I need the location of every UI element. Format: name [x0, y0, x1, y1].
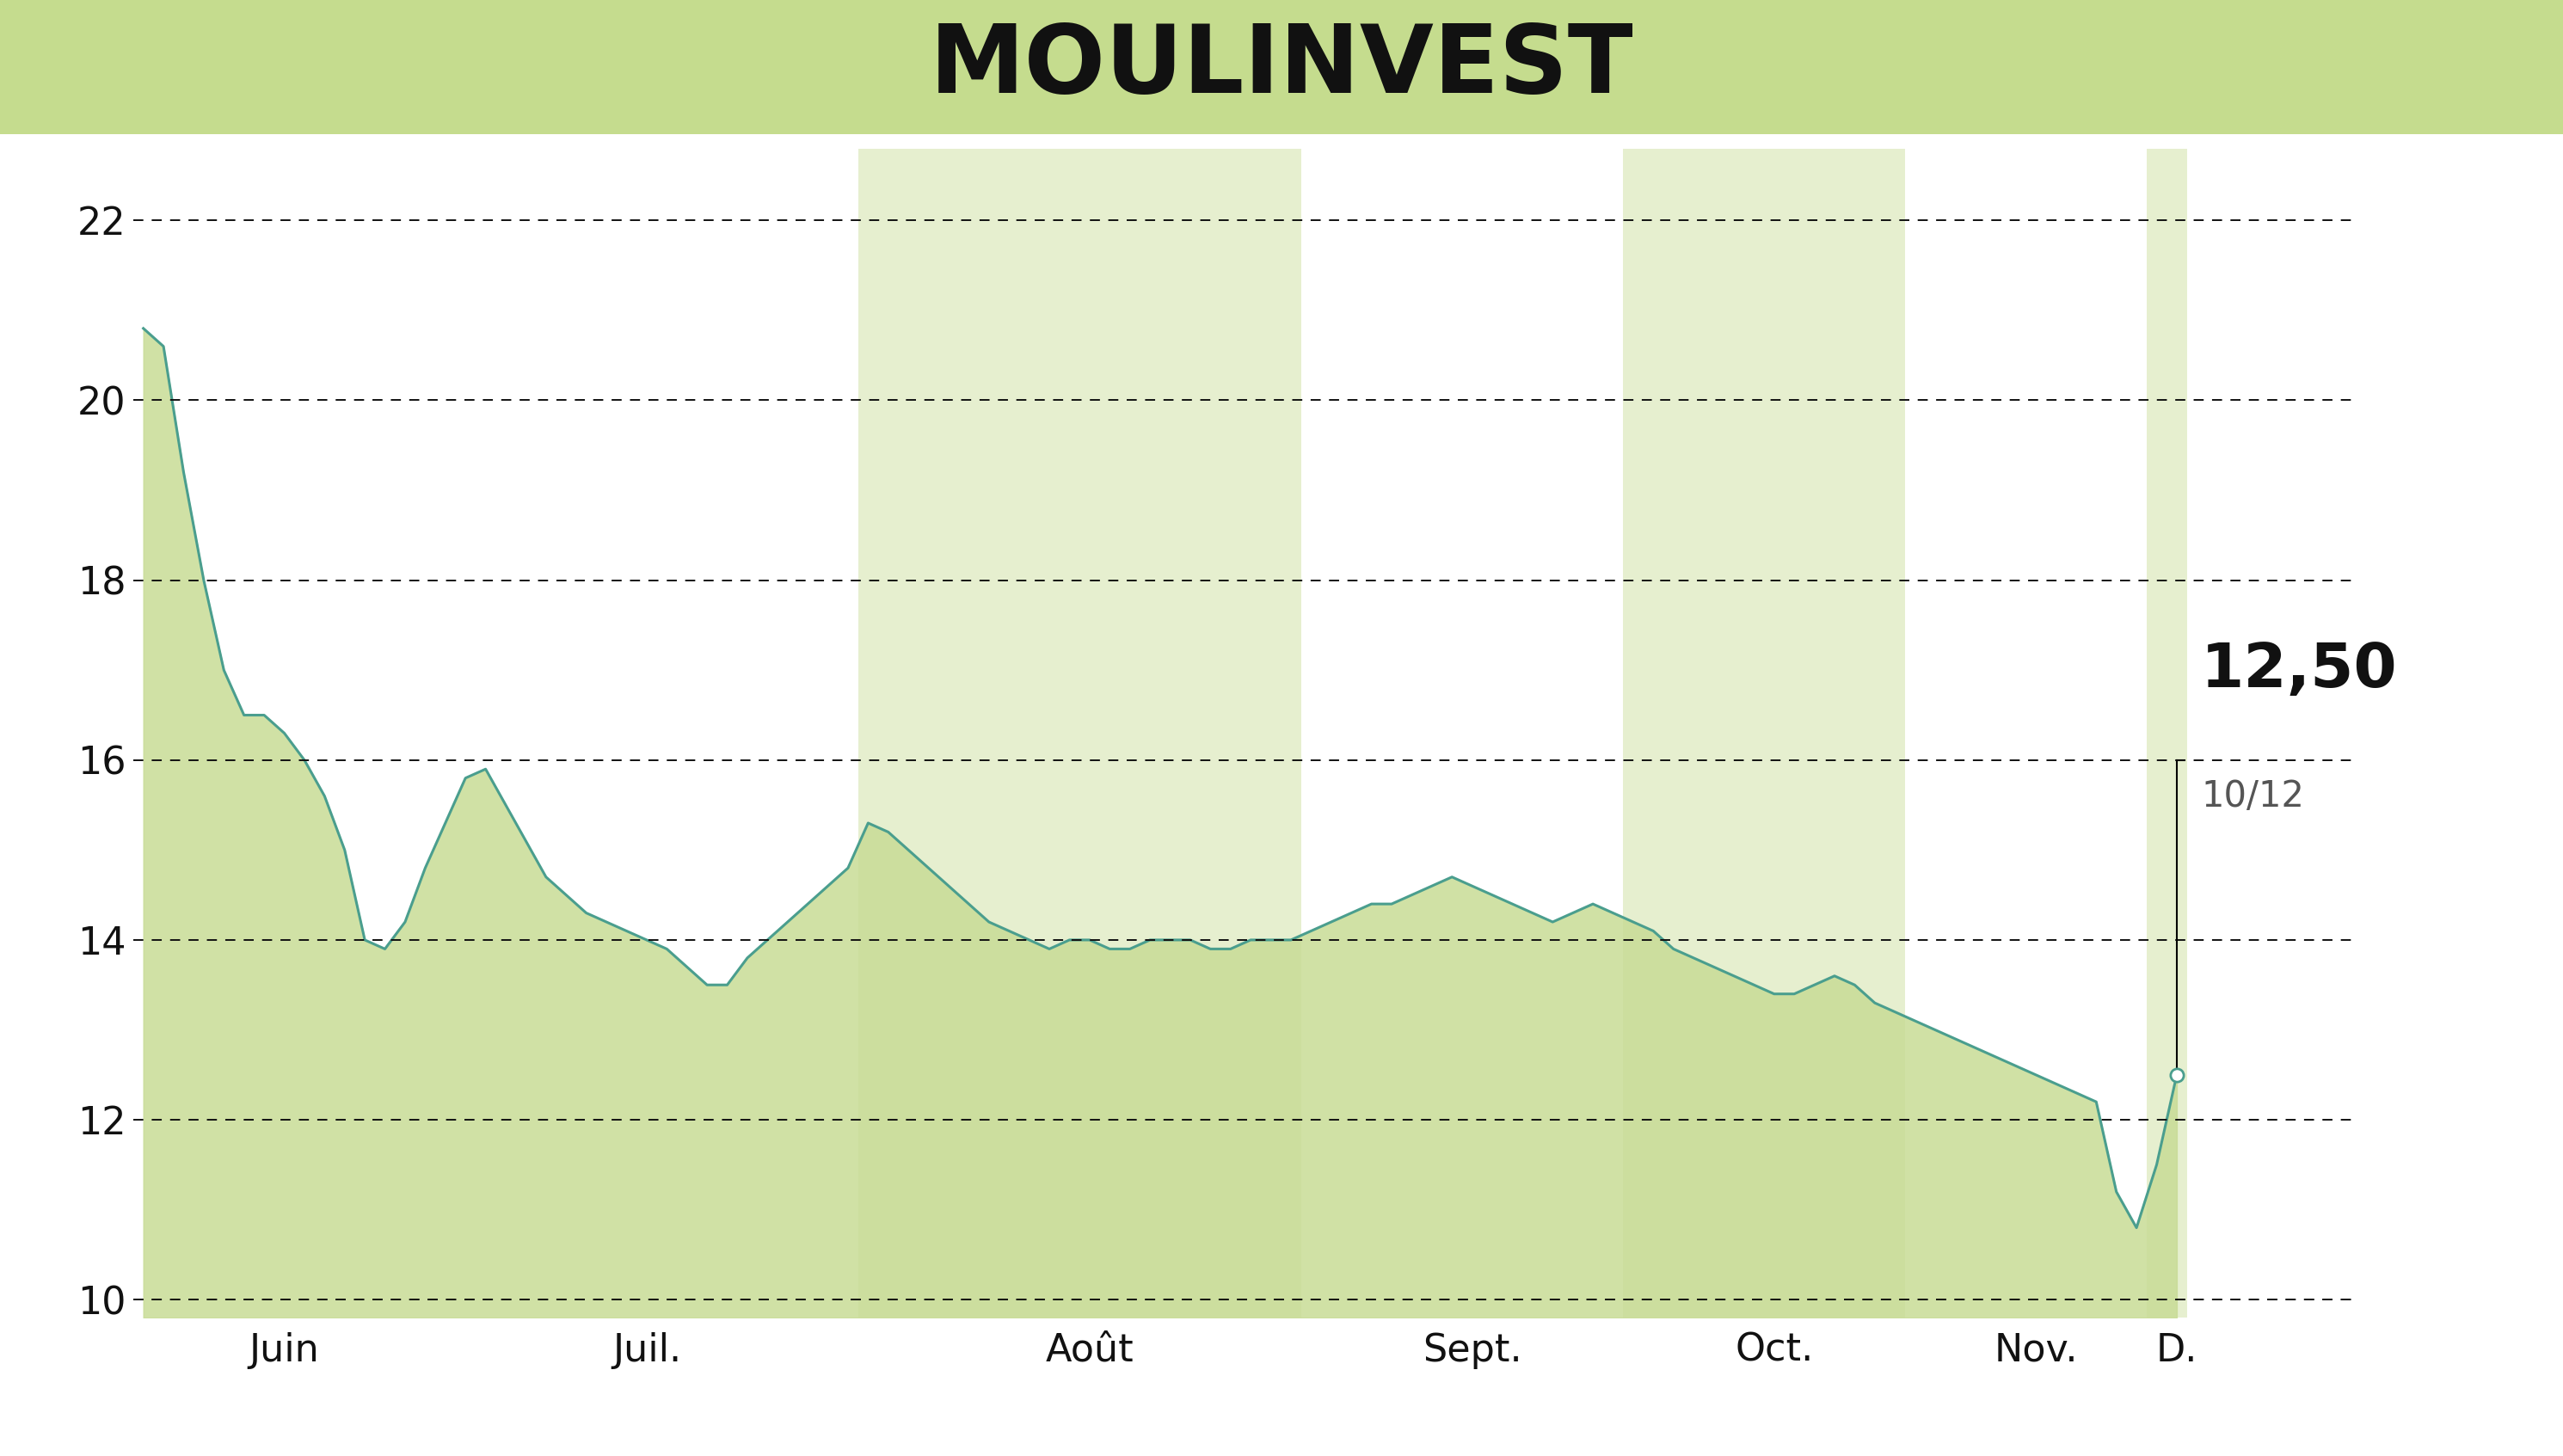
- Text: 12,50: 12,50: [2202, 641, 2396, 700]
- Bar: [1622, 149, 1904, 1318]
- Text: MOULINVEST: MOULINVEST: [930, 20, 1633, 114]
- Bar: [2148, 149, 2186, 1318]
- Bar: [859, 149, 1302, 1318]
- Text: 10/12: 10/12: [2202, 778, 2304, 814]
